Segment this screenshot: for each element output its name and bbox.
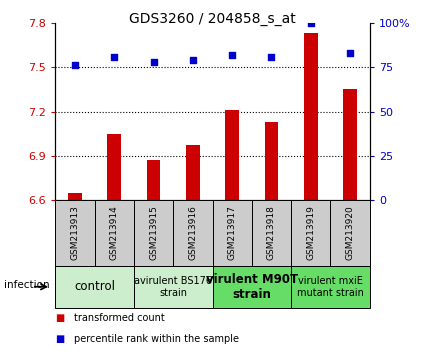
Text: virulent M90T
strain: virulent M90T strain xyxy=(206,273,298,301)
Text: transformed count: transformed count xyxy=(74,313,165,323)
Bar xyxy=(291,266,370,308)
Bar xyxy=(68,193,82,200)
Text: virulent mxiE
mutant strain: virulent mxiE mutant strain xyxy=(297,276,364,298)
Bar xyxy=(212,200,252,266)
Point xyxy=(190,57,196,63)
Text: control: control xyxy=(74,280,115,293)
Bar xyxy=(212,266,291,308)
Text: GSM213920: GSM213920 xyxy=(346,205,354,260)
Text: GSM213918: GSM213918 xyxy=(267,205,276,260)
Bar xyxy=(173,200,212,266)
Text: GSM213917: GSM213917 xyxy=(228,205,237,260)
Bar xyxy=(147,160,160,200)
Bar xyxy=(134,200,173,266)
Text: GSM213914: GSM213914 xyxy=(110,205,119,260)
Text: GDS3260 / 204858_s_at: GDS3260 / 204858_s_at xyxy=(129,12,296,27)
Bar xyxy=(225,110,239,200)
Text: GSM213919: GSM213919 xyxy=(306,205,315,260)
Bar xyxy=(108,133,121,200)
Bar xyxy=(186,145,200,200)
Bar xyxy=(304,33,317,200)
Text: GSM213916: GSM213916 xyxy=(188,205,197,260)
Text: avirulent BS176
strain: avirulent BS176 strain xyxy=(134,276,212,298)
Point xyxy=(111,54,118,59)
Text: GSM213915: GSM213915 xyxy=(149,205,158,260)
Point xyxy=(347,50,354,56)
Bar xyxy=(94,200,134,266)
Text: infection: infection xyxy=(4,280,50,290)
Bar xyxy=(265,122,278,200)
Bar xyxy=(55,200,94,266)
Point xyxy=(71,63,78,68)
Bar xyxy=(55,266,134,308)
Text: ■: ■ xyxy=(55,313,65,323)
Text: GSM213913: GSM213913 xyxy=(71,205,79,260)
Bar xyxy=(252,200,291,266)
Text: ■: ■ xyxy=(55,333,65,344)
Point xyxy=(268,54,275,59)
Point xyxy=(307,20,314,26)
Bar xyxy=(291,200,331,266)
Text: percentile rank within the sample: percentile rank within the sample xyxy=(74,333,239,344)
Bar xyxy=(331,200,370,266)
Point xyxy=(150,59,157,65)
Point xyxy=(229,52,235,58)
Bar xyxy=(343,89,357,200)
Bar xyxy=(134,266,212,308)
